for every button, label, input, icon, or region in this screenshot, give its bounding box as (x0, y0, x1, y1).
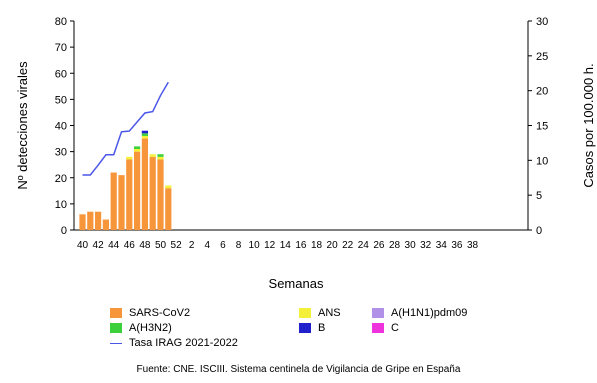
bar-segment (134, 146, 141, 150)
bar-segment (141, 138, 148, 230)
left-tick-label: 10 (55, 199, 67, 211)
legend-swatch (372, 308, 384, 318)
right-tick-label: 5 (536, 190, 542, 202)
x-tick-label: 38 (467, 240, 479, 251)
left-axis-title: Nº detecciones virales (15, 61, 30, 190)
bar-segment (118, 175, 125, 230)
legend-swatch (110, 323, 122, 333)
legend: SARS-CoV2 ANS A(H1N1)pdm09 A(H3N2) B C T… (110, 307, 530, 359)
bar-segment (149, 154, 156, 157)
x-tick-label: 40 (77, 240, 89, 251)
bar-segment (157, 156, 164, 160)
right-tick-label: 0 (536, 225, 542, 237)
x-tick-label: 32 (420, 240, 432, 251)
right-tick-label: 30 (536, 16, 548, 28)
x-tick-label: 36 (451, 240, 463, 251)
x-tick-label: 48 (139, 240, 151, 251)
legend-label: A(H1N1)pdm09 (391, 307, 468, 319)
left-tick-label: 60 (55, 68, 67, 80)
x-tick-label: 12 (264, 240, 276, 251)
right-axis-title: Casos por 100.000 h. (581, 63, 596, 187)
tasa-irag-line (82, 81, 169, 176)
bar-segment (165, 185, 172, 189)
bar-segment (134, 151, 141, 230)
legend-item-a-h1n1: A(H1N1)pdm09 (372, 307, 467, 319)
bar-segment (134, 149, 141, 152)
bar-segment (126, 159, 133, 230)
x-tick-label: 28 (389, 240, 401, 251)
x-tick-label: 44 (108, 240, 120, 251)
x-tick-label: 30 (405, 240, 417, 251)
legend-item-a-h3n2: A(H3N2) (110, 322, 172, 334)
right-tick-label: 20 (536, 86, 548, 98)
legend-item-b: B (299, 322, 325, 334)
bar-segment (141, 130, 148, 134)
legend-swatch (299, 323, 311, 333)
legend-item-c: C (372, 322, 399, 334)
x-tick-label: 4 (205, 240, 211, 251)
x-tick-label: 20 (327, 240, 339, 251)
left-tick-label: 80 (55, 16, 67, 28)
legend-swatch (299, 308, 311, 318)
legend-label: B (318, 322, 326, 334)
x-tick-label: 52 (171, 240, 183, 251)
bar-segment (87, 211, 94, 230)
left-tick-label: 40 (55, 121, 67, 133)
source-note: Fuente: CNE. ISCIII. Sistema centinela d… (136, 364, 461, 375)
x-axis-title: Semanas (269, 276, 324, 291)
right-tick-label: 25 (536, 51, 548, 63)
legend-label: ANS (318, 307, 341, 319)
legend-label: SARS-CoV2 (129, 307, 191, 319)
bar-segment (157, 159, 164, 230)
bar-segment (149, 156, 156, 230)
x-tick-label: 14 (280, 240, 292, 251)
x-tick-label: 42 (93, 240, 105, 251)
bar-segment (95, 211, 102, 230)
left-tick-label: 20 (55, 173, 67, 185)
legend-line-swatch (110, 342, 122, 344)
right-tick-label: 15 (536, 121, 548, 133)
legend-swatch (110, 308, 122, 318)
bar-segment (157, 154, 164, 157)
x-tick-label: 22 (342, 240, 354, 251)
x-tick-label: 50 (155, 240, 167, 251)
legend-label: Tasa IRAG 2021-2022 (129, 337, 238, 349)
legend-label: C (391, 322, 399, 334)
left-tick-label: 50 (55, 94, 67, 106)
x-tick-label: 34 (436, 240, 448, 251)
x-tick-label: 18 (311, 240, 323, 251)
x-tick-label: 2 (189, 240, 195, 251)
bar-segment (79, 214, 86, 230)
x-tick-label: 16 (295, 240, 307, 251)
x-tick-label: 6 (220, 240, 226, 251)
x-tick-label: 8 (236, 240, 242, 251)
bar-segment (141, 135, 148, 139)
legend-label: A(H3N2) (129, 322, 172, 334)
bar-segment (110, 172, 117, 230)
left-tick-label: 70 (55, 42, 67, 54)
left-tick-label: 0 (61, 225, 67, 237)
x-tick-label: 26 (373, 240, 385, 251)
bar-segment (102, 219, 109, 230)
x-tick-label: 10 (249, 240, 261, 251)
legend-item-sars-cov2: SARS-CoV2 (110, 307, 190, 319)
x-tick-label: 24 (358, 240, 370, 251)
x-tick-label: 46 (124, 240, 136, 251)
bar-segment (141, 133, 148, 136)
legend-swatch (372, 323, 384, 333)
right-tick-label: 10 (536, 155, 548, 167)
legend-item-ans: ANS (299, 307, 341, 319)
left-tick-label: 30 (55, 147, 67, 159)
bar-segment (126, 156, 133, 160)
bar-segment (165, 188, 172, 230)
legend-item-tasa-irag: Tasa IRAG 2021-2022 (110, 337, 238, 349)
